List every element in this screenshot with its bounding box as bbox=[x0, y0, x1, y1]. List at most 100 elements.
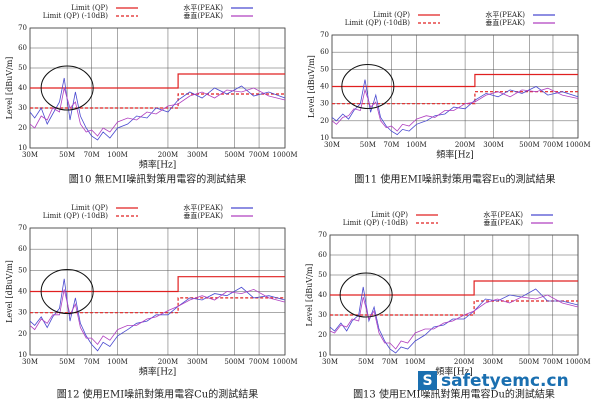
series-line bbox=[30, 73, 285, 89]
legend-label: 水平(PEAK) bbox=[485, 10, 525, 19]
legend-label: 水平(PEAK) bbox=[483, 210, 523, 219]
legend-label: Limit (QP) bbox=[371, 211, 408, 219]
x-axis-label: 頻率[Hz] bbox=[139, 159, 177, 171]
x-tick-label: 100M bbox=[107, 151, 128, 159]
legend-label: Limit (QP) (-10dB) bbox=[43, 12, 109, 20]
watermark-icon: S bbox=[422, 373, 432, 389]
y-tick-label: 70 bbox=[18, 224, 27, 232]
x-tick-label: 1000M bbox=[566, 358, 591, 366]
highlight-circle bbox=[341, 64, 395, 109]
x-tick-label: 700M bbox=[543, 141, 564, 149]
legend-label: 垂直(PEAK) bbox=[183, 211, 223, 220]
y-tick-label: 40 bbox=[18, 84, 27, 92]
x-tick-label: 100M bbox=[405, 358, 426, 366]
y-axis-label: Level [dBuV/m] bbox=[305, 264, 314, 327]
legend-label: 水平(PEAK) bbox=[183, 3, 223, 12]
y-tick-label: 40 bbox=[320, 83, 329, 91]
series-line bbox=[29, 87, 286, 137]
x-tick-label: 300M bbox=[187, 151, 208, 159]
x-tick-label: 50M bbox=[59, 358, 75, 366]
x-axis-label: 頻率[Hz] bbox=[435, 366, 473, 378]
legend-label: Limit (QP) bbox=[71, 4, 108, 12]
y-tick-label: 60 bbox=[318, 251, 327, 259]
series-line bbox=[332, 91, 578, 105]
highlight-circle bbox=[40, 269, 94, 314]
y-tick-label: 50 bbox=[320, 65, 329, 73]
legend-label: Limit (QP) (-10dB) bbox=[345, 19, 411, 27]
series-line bbox=[332, 73, 578, 88]
y-tick-label: 30 bbox=[320, 100, 329, 108]
x-tick-label: 700M bbox=[543, 358, 564, 366]
x-tick-label: 70M bbox=[84, 358, 100, 366]
series-line bbox=[331, 79, 579, 136]
y-tick-label: 10 bbox=[18, 144, 27, 152]
y-axis-label: Level [dBuV/m] bbox=[5, 57, 14, 120]
caption: 圖10 無EMI噪訊對策用電容的測試結果 bbox=[69, 173, 246, 186]
legend-label: Limit (QP) bbox=[373, 11, 410, 19]
caption: 圖13 使用EMI噪訊對策用電容Du的測試結果 bbox=[353, 388, 555, 401]
x-axis-label: 頻率[Hz] bbox=[139, 366, 177, 378]
x-tick-label: 500M bbox=[224, 151, 245, 159]
series-line bbox=[29, 77, 286, 141]
x-tick-label: 1000M bbox=[273, 151, 298, 159]
x-tick-label: 700M bbox=[249, 151, 270, 159]
legend-label: Limit (QP) (-10dB) bbox=[343, 219, 409, 227]
x-tick-label: 1000M bbox=[273, 358, 298, 366]
y-tick-label: 20 bbox=[18, 330, 27, 338]
x-tick-label: 30M bbox=[22, 358, 38, 366]
series-line bbox=[329, 294, 579, 350]
x-tick-label: 70M bbox=[382, 358, 398, 366]
y-tick-label: 60 bbox=[320, 48, 329, 56]
x-axis-label: 頻率[Hz] bbox=[436, 149, 474, 161]
x-tick-label: 200M bbox=[454, 358, 475, 366]
highlight-circle bbox=[339, 272, 393, 318]
x-tick-label: 200M bbox=[158, 151, 179, 159]
x-tick-label: 70M bbox=[84, 151, 100, 159]
series-line bbox=[29, 278, 286, 352]
series-line bbox=[330, 280, 578, 296]
x-tick-label: 30M bbox=[322, 358, 338, 366]
series-line bbox=[30, 297, 285, 314]
y-tick-label: 10 bbox=[18, 351, 27, 359]
y-tick-label: 60 bbox=[18, 245, 27, 253]
y-tick-label: 70 bbox=[320, 31, 329, 39]
y-tick-label: 60 bbox=[18, 44, 27, 52]
watermark-box bbox=[418, 371, 437, 390]
y-tick-label: 20 bbox=[320, 117, 329, 125]
y-tick-label: 30 bbox=[318, 311, 327, 319]
caption: 圖12 使用EMI噪訊對策用電容Cu的測試結果 bbox=[57, 388, 258, 401]
x-tick-label: 300M bbox=[187, 358, 208, 366]
y-axis-label: Level [dBuV/m] bbox=[307, 55, 316, 118]
x-tick-label: 100M bbox=[406, 141, 427, 149]
x-tick-label: 50M bbox=[360, 141, 376, 149]
x-tick-label: 300M bbox=[483, 141, 504, 149]
y-axis-label: Level [dBuV/m] bbox=[5, 260, 14, 323]
legend-label: 垂直(PEAK) bbox=[485, 18, 525, 27]
x-tick-label: 30M bbox=[324, 141, 340, 149]
series-line bbox=[30, 276, 285, 293]
y-tick-label: 70 bbox=[318, 231, 327, 239]
y-tick-label: 10 bbox=[320, 134, 329, 142]
x-tick-label: 500M bbox=[519, 141, 540, 149]
x-tick-label: 50M bbox=[59, 151, 75, 159]
x-tick-label: 700M bbox=[249, 358, 270, 366]
x-tick-label: 30M bbox=[22, 151, 38, 159]
legend-label: Limit (QP) (-10dB) bbox=[43, 212, 109, 220]
y-tick-label: 50 bbox=[318, 271, 327, 279]
y-tick-label: 50 bbox=[18, 64, 27, 72]
highlight-circle bbox=[40, 65, 94, 111]
y-tick-label: 40 bbox=[18, 288, 27, 296]
y-tick-label: 70 bbox=[18, 24, 27, 32]
legend-label: Limit (QP) bbox=[71, 204, 108, 212]
x-tick-label: 200M bbox=[158, 358, 179, 366]
y-tick-label: 20 bbox=[18, 124, 27, 132]
legend-label: 水平(PEAK) bbox=[183, 203, 223, 212]
x-tick-label: 70M bbox=[383, 141, 399, 149]
legend-label: 垂直(PEAK) bbox=[483, 218, 523, 227]
y-tick-label: 50 bbox=[18, 266, 27, 274]
x-tick-label: 200M bbox=[455, 141, 476, 149]
y-tick-label: 30 bbox=[18, 309, 27, 317]
series-line bbox=[331, 87, 579, 132]
x-tick-label: 50M bbox=[358, 358, 374, 366]
